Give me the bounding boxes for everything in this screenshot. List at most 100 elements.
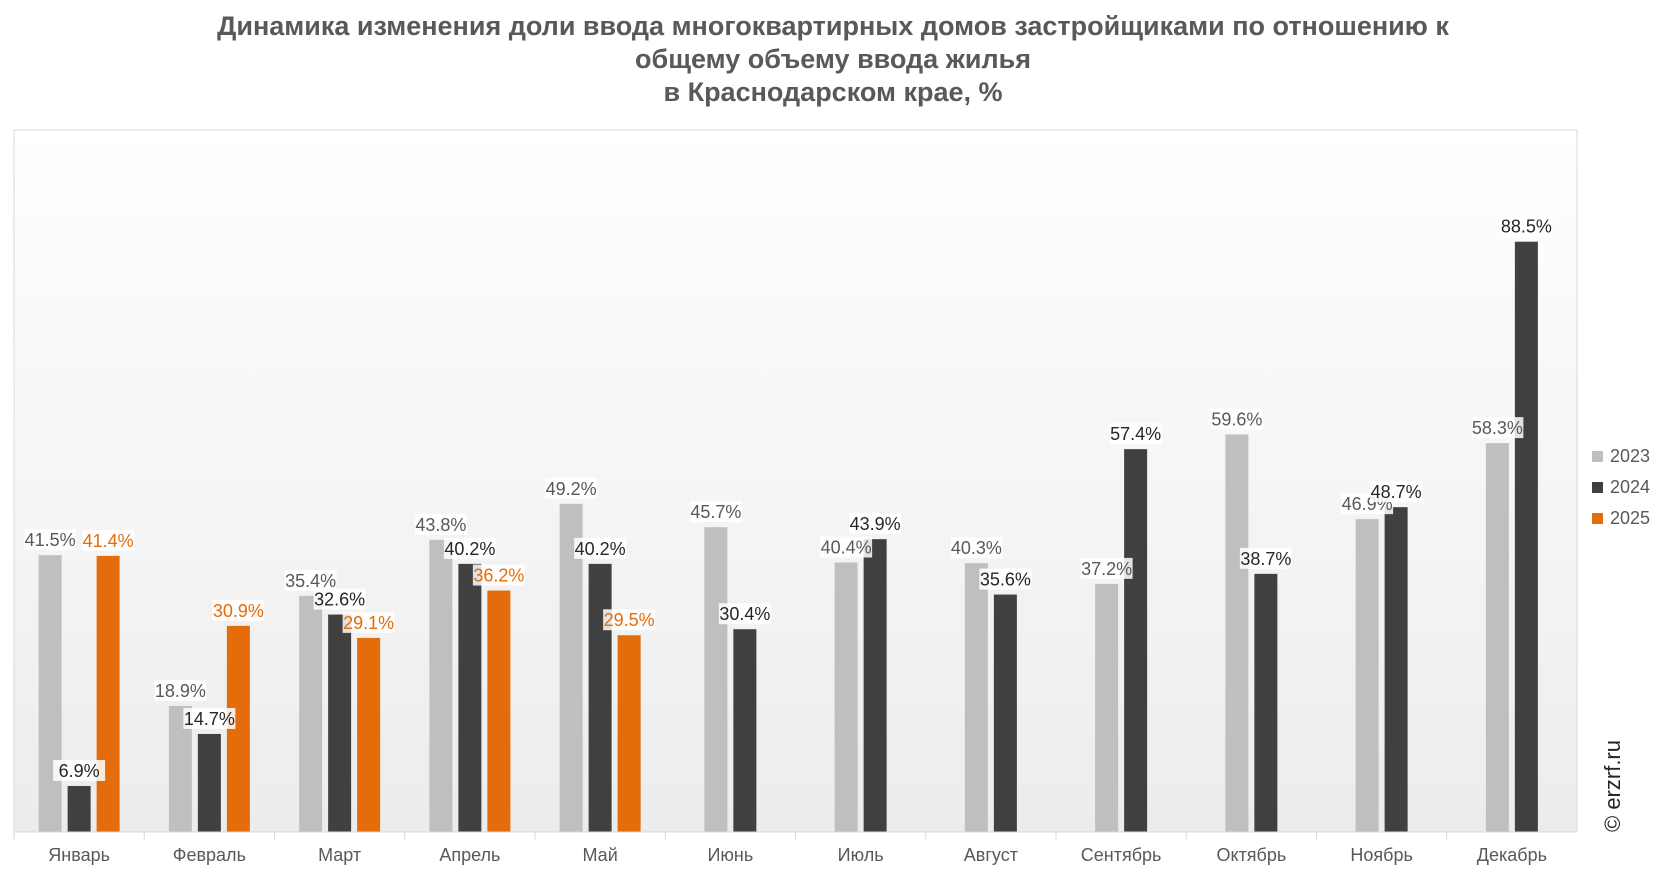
chart-title-line: Динамика изменения доли ввода многокварт…	[217, 11, 1449, 41]
bar-2025-1	[96, 555, 120, 832]
x-tick-label: Август	[964, 845, 1018, 865]
chart-title-line: в Краснодарском крае, %	[663, 77, 1003, 107]
data-label-bg	[472, 564, 525, 586]
legend-label-2025: 2025	[1610, 508, 1650, 528]
data-label-2025: 29.5%	[604, 610, 655, 630]
data-label-2023: 59.6%	[1211, 409, 1262, 429]
x-tick-label: Май	[582, 845, 617, 865]
data-label-2023: 58.3%	[1472, 418, 1523, 438]
bar-2025-3	[357, 637, 381, 832]
data-label-bg	[1500, 215, 1553, 237]
data-label-2023: 43.8%	[415, 515, 466, 535]
data-label-2024: 38.7%	[1240, 549, 1291, 569]
bar-2024-4	[458, 563, 482, 832]
data-label-bg	[820, 536, 873, 558]
data-label-2024: 57.4%	[1110, 424, 1161, 444]
chart-title: Динамика изменения доли ввода многокварт…	[0, 10, 1666, 109]
data-label-bg	[1370, 481, 1423, 503]
x-tick-label: Февраль	[173, 845, 246, 865]
data-label-2024: 40.2%	[444, 539, 495, 559]
bar-2025-5	[617, 635, 641, 832]
data-label-bg	[849, 513, 902, 535]
x-tick-label: Октябрь	[1216, 845, 1286, 865]
x-tick-label: Декабрь	[1477, 845, 1547, 865]
data-label-2023: 37.2%	[1081, 559, 1132, 579]
bar-2023-9	[1095, 583, 1119, 832]
data-label-bg	[1210, 408, 1263, 430]
bar-2023-6	[704, 527, 728, 832]
data-label-bg	[183, 707, 236, 729]
data-label-2023: 41.5%	[25, 530, 76, 550]
bar-2023-4	[429, 539, 453, 832]
data-label-bg	[574, 537, 627, 559]
x-tick-label: Март	[318, 845, 361, 865]
bar-2023-11	[1355, 519, 1379, 832]
x-tick-label: Сентябрь	[1081, 845, 1162, 865]
bar-2025-2	[226, 625, 250, 832]
legend-label-2023: 2023	[1610, 446, 1650, 466]
data-label-2023: 40.4%	[821, 538, 872, 558]
data-label-bg	[979, 568, 1032, 590]
data-label-bg	[313, 588, 366, 610]
legend-swatch-2023	[1592, 451, 1603, 462]
data-label-2024: 32.6%	[314, 590, 365, 610]
watermark: © erzrf.ru	[1600, 740, 1625, 832]
data-label-bg	[24, 529, 77, 551]
bar-2024-11	[1384, 507, 1408, 832]
bar-2023-7	[834, 562, 858, 832]
data-label-bg	[443, 537, 496, 559]
data-label-2025: 30.9%	[213, 601, 264, 621]
bar-2024-12	[1514, 241, 1538, 832]
x-tick-label: Январь	[48, 845, 110, 865]
bar-2024-1	[67, 785, 91, 832]
data-label-bg	[689, 501, 742, 523]
bars-layer	[38, 241, 1538, 832]
data-label-bg	[284, 569, 337, 591]
data-label-bg	[1080, 557, 1133, 579]
legend-label-2024: 2024	[1610, 477, 1650, 497]
data-label-bg	[603, 609, 656, 631]
data-labels-layer: 41.5% 6.9% 41.4% 18.9% 14.7% 30.9% 35.4%32.6% 2…	[24, 215, 1553, 781]
data-label-bg	[342, 611, 395, 633]
legend-swatch-2025	[1592, 513, 1603, 524]
bar-2023-3	[299, 595, 323, 832]
x-tick-label: Ноябрь	[1350, 845, 1412, 865]
data-label-2023: 45.7%	[690, 502, 741, 522]
data-label-2025: 36.2%	[473, 566, 524, 586]
data-label-2024: 48.7%	[1371, 482, 1422, 502]
data-label-2025: 29.1%	[343, 613, 394, 633]
bar-2024-10	[1254, 573, 1278, 832]
data-label-bg	[1239, 547, 1292, 569]
data-label-bg	[82, 529, 135, 551]
bar-2023-8	[964, 563, 988, 832]
data-label-2024: 14.7%	[184, 709, 235, 729]
bar-2023-10	[1225, 434, 1249, 832]
x-tick-label: Апрель	[439, 845, 500, 865]
bar-2023-5	[559, 503, 583, 832]
bar-2024-8	[993, 594, 1017, 832]
bar-2024-7	[863, 539, 887, 832]
bar-2023-12	[1485, 443, 1509, 832]
bar-2023-2	[168, 705, 192, 832]
plot-area	[13, 129, 1578, 833]
x-tick-label: Июнь	[707, 845, 753, 865]
bar-2024-6	[733, 629, 757, 832]
data-label-bg	[718, 603, 771, 625]
bar-2024-5	[588, 563, 612, 832]
data-label-2023: 35.4%	[285, 571, 336, 591]
data-label-bg	[545, 477, 598, 499]
data-label-bg	[53, 759, 106, 781]
data-label-2024: 30.4%	[719, 604, 770, 624]
data-label-2023: 49.2%	[546, 479, 597, 499]
bar-2024-9	[1124, 449, 1148, 832]
bar-2025-4	[487, 590, 511, 832]
x-tick-label: Июль	[838, 845, 884, 865]
legend-swatch-2024	[1592, 482, 1603, 493]
data-label-2023: 40.3%	[951, 538, 1002, 558]
data-label-2023: 18.9%	[155, 681, 206, 701]
bar-2024-2	[197, 733, 221, 832]
data-label-2024: 6.9%	[59, 761, 100, 781]
data-label-bg	[212, 599, 265, 621]
